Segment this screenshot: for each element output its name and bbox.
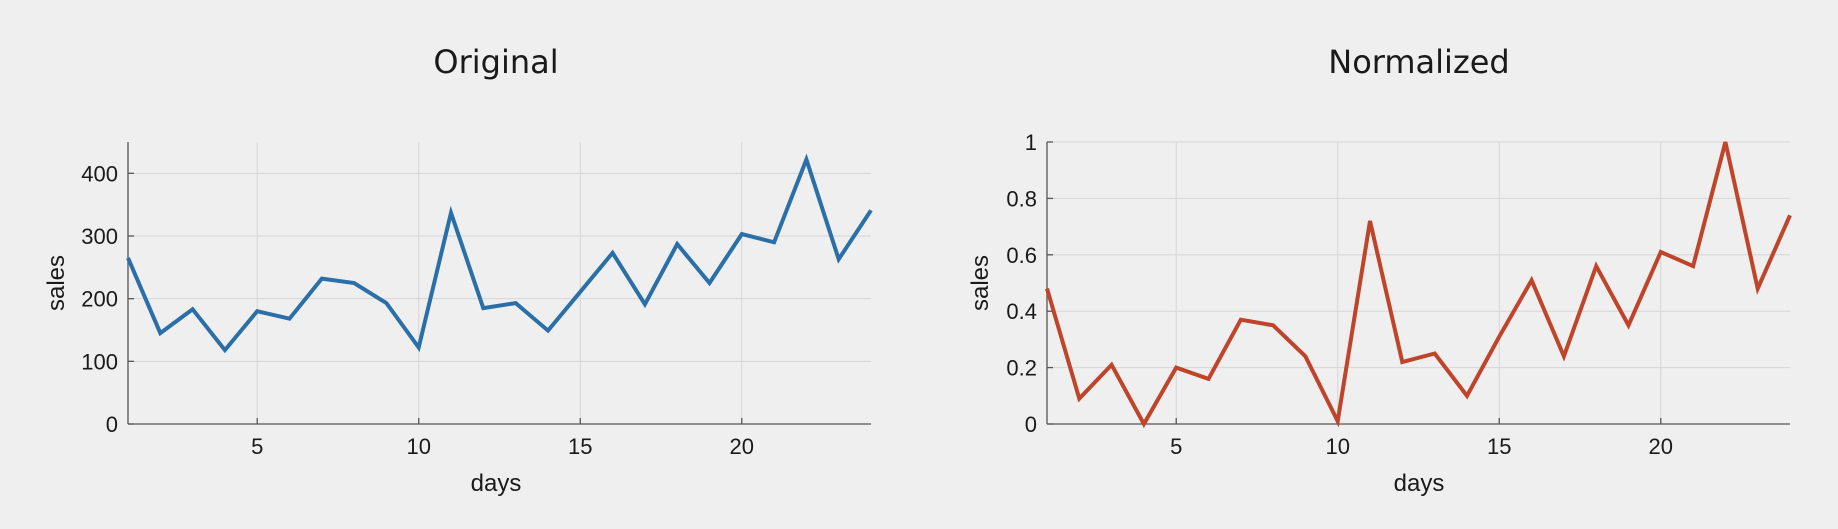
grid — [1047, 141, 1790, 425]
x-tick-label: 5 — [251, 434, 263, 459]
grid — [128, 142, 871, 425]
x-tick-label: 15 — [568, 434, 592, 459]
chart-title: Original — [433, 43, 558, 81]
y-tick-label: 300 — [81, 224, 118, 249]
y-tick-label: 400 — [81, 161, 118, 186]
x-tick-label: 20 — [730, 434, 754, 459]
x-axis-label: days — [1394, 470, 1445, 497]
y-tick-label: 0 — [106, 412, 118, 437]
x-tick-label: 10 — [406, 434, 430, 459]
y-tick-label: 0 — [1025, 412, 1037, 437]
axes: 5 10 15 20 0 0.2 0.4 0.6 0.8 1 — [1006, 130, 1790, 459]
y-tick-label: 0.8 — [1006, 186, 1037, 211]
y-tick-label: 200 — [81, 287, 118, 312]
chart-title: Normalized — [1328, 43, 1509, 81]
y-tick-label: 0.4 — [1006, 299, 1037, 324]
x-tick-label: 10 — [1325, 434, 1349, 459]
y-tick-label: 100 — [81, 349, 118, 374]
y-axis-label: sales — [43, 255, 70, 311]
y-tick-label: 1 — [1025, 130, 1037, 155]
y-tick-label: 0.6 — [1006, 243, 1037, 268]
x-tick-label: 5 — [1170, 434, 1182, 459]
x-axis-label: days — [471, 470, 522, 497]
series-line — [1045, 141, 1792, 429]
chart-normalized: Normalized days sales 5 10 15 20 0 0.2 0.4 0.6 0… — [967, 43, 1792, 497]
y-tick-label: 0.2 — [1006, 356, 1037, 381]
x-tick-label: 20 — [1649, 434, 1673, 459]
y-axis-label: sales — [967, 255, 994, 311]
x-tick-label: 15 — [1487, 434, 1511, 459]
series-line — [126, 153, 873, 354]
